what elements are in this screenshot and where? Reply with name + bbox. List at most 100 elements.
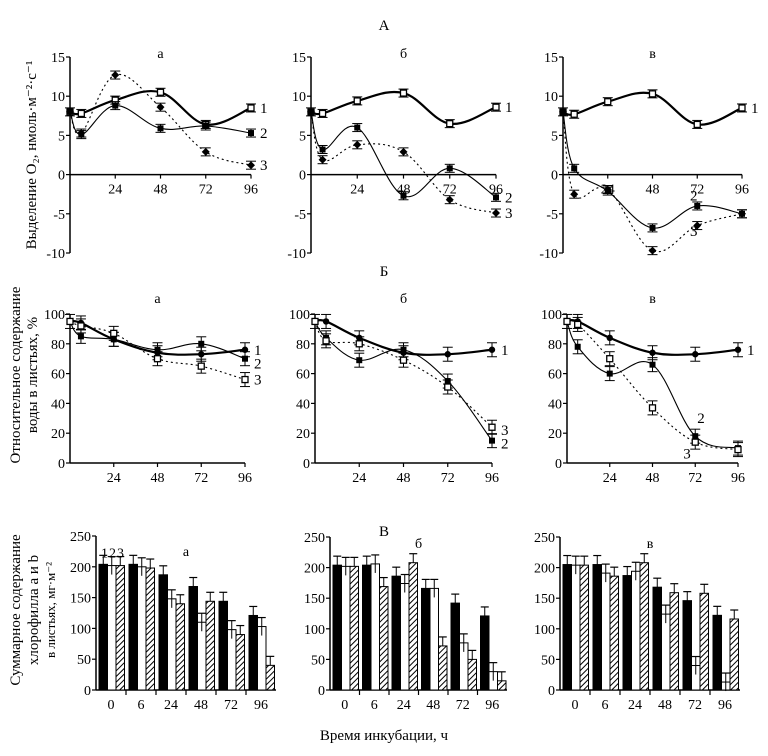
bar-series-2 bbox=[341, 565, 351, 691]
data-point-series-3 bbox=[648, 246, 657, 255]
y-tick-label: 200 bbox=[70, 561, 91, 576]
data-point-series-1 bbox=[488, 346, 496, 353]
y-tick-label: 100 bbox=[70, 622, 91, 637]
panel-label: в bbox=[649, 292, 656, 307]
ylabel-A: Выделение O₂, нмоль·м⁻²·с⁻¹ bbox=[24, 61, 40, 250]
x-tick-label: 96 bbox=[244, 183, 258, 198]
data-point-series-2 bbox=[446, 165, 453, 172]
y-tick-label: -10 bbox=[539, 247, 558, 262]
y-tick-label: 40 bbox=[296, 397, 310, 412]
x-tick-label: 6 bbox=[602, 698, 609, 713]
y-tick-label: 15 bbox=[292, 51, 306, 66]
x-tick-label: 96 bbox=[485, 698, 499, 713]
data-point-series-2 bbox=[574, 343, 581, 350]
y-tick-label: 250 bbox=[534, 531, 555, 546]
ylabel-C-line-2: хлорофилла a и b bbox=[26, 555, 42, 665]
bar-series-3 bbox=[639, 562, 649, 691]
y-tick-label: 0 bbox=[303, 457, 310, 472]
bar-series-3 bbox=[175, 603, 185, 691]
bar-series-3 bbox=[579, 564, 589, 691]
data-point-series-2 bbox=[248, 130, 254, 137]
data-point-series-2 bbox=[319, 146, 326, 153]
series-label: 1 bbox=[260, 101, 268, 117]
data-point-series-1 bbox=[318, 109, 327, 118]
bar-series-3 bbox=[669, 592, 679, 691]
y-tick-label: 0 bbox=[58, 457, 65, 472]
y-tick-label: 20 bbox=[296, 427, 310, 442]
data-point-series-3 bbox=[201, 147, 210, 156]
data-point-series-3 bbox=[445, 195, 454, 204]
data-point-series-3 bbox=[318, 155, 327, 164]
y-tick-label: 100 bbox=[289, 308, 310, 323]
bar-series-1 bbox=[622, 575, 632, 691]
data-point-series-3 bbox=[241, 375, 249, 384]
x-tick-label: 6 bbox=[138, 698, 145, 713]
bar-series-1 bbox=[188, 586, 198, 691]
chart-panel-B-a: а 0 20 40 60 80 100 24 48 72 96 123 bbox=[44, 292, 262, 486]
y-tick-label: 10 bbox=[544, 90, 558, 105]
bar-series-2 bbox=[400, 583, 410, 691]
data-point-series-2 bbox=[606, 370, 613, 377]
series-line-2 bbox=[566, 321, 739, 449]
data-point-series-2 bbox=[154, 346, 161, 353]
x-tick-label: 24 bbox=[164, 698, 178, 713]
series-line-2 bbox=[562, 111, 743, 229]
bar-series-1 bbox=[158, 574, 168, 691]
x-tick-label: 0 bbox=[108, 698, 115, 713]
bar-series-1 bbox=[592, 564, 602, 691]
series-label: 1 bbox=[505, 100, 513, 116]
data-point-series-2 bbox=[157, 125, 164, 132]
y-tick-label: 10 bbox=[51, 90, 65, 105]
x-tick-label: 96 bbox=[731, 471, 745, 486]
y-tick-label: 60 bbox=[548, 368, 562, 383]
data-point-series-3 bbox=[444, 383, 452, 391]
panel-label: б bbox=[415, 537, 422, 552]
series-label: 3 bbox=[501, 423, 509, 439]
bar-series-1 bbox=[128, 563, 138, 691]
bar-series-3 bbox=[497, 680, 507, 691]
data-point-series-2 bbox=[489, 437, 495, 444]
data-point-series-3 bbox=[734, 445, 742, 454]
y-tick-label: -5 bbox=[53, 208, 65, 223]
x-tick-label: 48 bbox=[646, 183, 660, 198]
series-label: 2 bbox=[254, 357, 262, 373]
x-axis-title: Время инкубации, ч bbox=[320, 728, 449, 744]
y-tick-label: 250 bbox=[70, 530, 91, 545]
bar-series-3 bbox=[235, 634, 245, 691]
data-point-series-3 bbox=[488, 423, 496, 431]
series-label: 1 bbox=[254, 343, 262, 359]
series-line-2 bbox=[314, 321, 493, 441]
x-tick-label: 48 bbox=[426, 698, 440, 713]
bar-series-2 bbox=[227, 629, 237, 691]
data-point-series-2 bbox=[242, 355, 248, 362]
data-point-series-3 bbox=[77, 129, 86, 138]
x-tick-label: 72 bbox=[194, 471, 208, 486]
data-point-series-1 bbox=[322, 318, 330, 325]
series-label: 3 bbox=[254, 373, 262, 389]
series-label: 3 bbox=[690, 224, 698, 240]
bar-series-2 bbox=[571, 564, 581, 691]
y-tick-label: 150 bbox=[70, 592, 91, 607]
ylabel-B-line-2: воды в листьях, % bbox=[25, 317, 41, 433]
panel-label: в bbox=[647, 537, 654, 552]
panel-label: а bbox=[154, 292, 161, 307]
y-tick-label: 80 bbox=[51, 338, 65, 353]
bar-series-1 bbox=[421, 587, 431, 691]
data-point-series-3 bbox=[355, 340, 363, 348]
x-tick-label: 0 bbox=[341, 698, 348, 713]
data-point-series-3 bbox=[66, 317, 74, 326]
y-tick-label: 40 bbox=[51, 397, 65, 412]
chart-panel-C-b: б 0 50 100 150 200 250 0 6 24 48 72 96 bbox=[304, 531, 507, 713]
bar-series-1 bbox=[362, 564, 372, 691]
y-tick-label: 50 bbox=[77, 653, 91, 668]
x-tick-label: 96 bbox=[735, 183, 749, 198]
data-point-series-3 bbox=[153, 355, 162, 363]
series-label: 3 bbox=[260, 158, 268, 174]
data-point-series-3 bbox=[738, 209, 746, 218]
data-point-series-3 bbox=[648, 404, 657, 412]
bar-series-3 bbox=[205, 600, 215, 691]
bar-series-3 bbox=[115, 565, 125, 691]
data-point-series-3 bbox=[110, 329, 118, 338]
data-point-series-3 bbox=[693, 221, 702, 230]
data-point-series-1 bbox=[198, 351, 205, 358]
